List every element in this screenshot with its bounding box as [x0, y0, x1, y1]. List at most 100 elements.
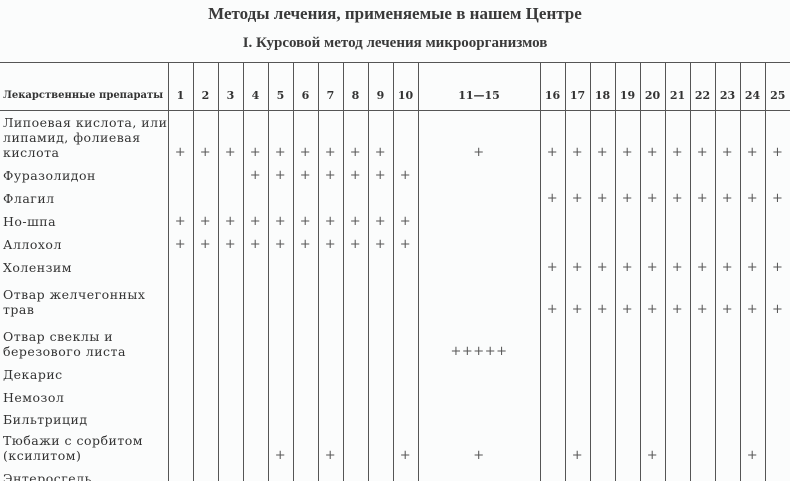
mark-cell [639, 385, 665, 409]
mark-cell: + [614, 255, 640, 279]
header-day: 2 [192, 62, 218, 111]
mark-cell [714, 209, 740, 233]
mark-cell: + [614, 278, 640, 321]
mark-cell [614, 209, 640, 233]
mark-cell [242, 430, 268, 467]
mark-cell [639, 163, 665, 187]
section-title: I. Курсовой метод лечения микроорганизмо… [242, 35, 548, 51]
table-row: Бильтрицид [0, 408, 790, 431]
mark-cell [367, 362, 393, 386]
drug-name: Липоевая кислота, или липамид, фолиевая … [3, 114, 168, 160]
mark-cell [267, 466, 293, 481]
drug-name: Энтеросгель [3, 470, 92, 481]
mark-cell: + [564, 110, 590, 164]
mark-cell: + [689, 255, 715, 279]
header-day: 23 [714, 62, 740, 111]
table-row: Аллохол + + + + + + + + + + [0, 232, 790, 256]
mark-cell: + [317, 430, 343, 467]
mark-cell [689, 466, 715, 481]
header-day: 25 [764, 62, 790, 111]
mark-cell: + [217, 110, 243, 164]
header-day: 22 [689, 62, 715, 111]
header-day: 5 [267, 62, 293, 111]
mark-cell [714, 466, 740, 481]
drug-name: Бильтрицид [3, 411, 88, 427]
mark-cell: + [589, 278, 615, 321]
mark-cell: + [342, 163, 368, 187]
mark-cell [167, 278, 193, 321]
mark-cell: + [539, 255, 565, 279]
mark-cell [417, 209, 540, 233]
mark-cell [417, 186, 540, 210]
table-row: Холензим + + + + + + + + + + [0, 255, 790, 279]
mark-cell [367, 430, 393, 467]
header-day: 24 [739, 62, 765, 111]
mark-cell [342, 186, 368, 210]
mark-cell [714, 430, 740, 467]
mark-cell [342, 362, 368, 386]
mark-cell: + [342, 110, 368, 164]
mark-cell [192, 466, 218, 481]
mark-cell [342, 385, 368, 409]
mark-cell [217, 430, 243, 467]
mark-cell [664, 232, 690, 256]
mark-cell [242, 362, 268, 386]
mark-cell [192, 408, 218, 431]
mark-cell [589, 408, 615, 431]
table-row: Тюбажи с сорбитом (ксилитом) + + + + + + + [0, 430, 790, 467]
mark-cell [564, 232, 590, 256]
mark-cell [614, 232, 640, 256]
mark-cell: + [639, 186, 665, 210]
mark-cell [317, 186, 343, 210]
mark-cell [192, 278, 218, 321]
mark-cell [689, 320, 715, 363]
header-day: 20 [639, 62, 665, 111]
mark-cell [764, 466, 790, 481]
mark-cell: + [639, 255, 665, 279]
mark-cell: + [292, 232, 318, 256]
mark-cell [367, 408, 393, 431]
mark-cell [417, 385, 540, 409]
mark-cell [564, 163, 590, 187]
table-row: Немозол [0, 385, 790, 409]
mark-cell: + [589, 110, 615, 164]
mark-cell: + [764, 186, 790, 210]
table-row: Отвар желчегонных трав + + + + + + + + + + [0, 278, 790, 321]
header-day: 18 [589, 62, 615, 111]
mark-cell [664, 408, 690, 431]
mark-cell: + [292, 163, 318, 187]
table-row: Декарис [0, 362, 790, 386]
mark-cell [539, 209, 565, 233]
mark-cell [317, 255, 343, 279]
mark-cell [589, 320, 615, 363]
mark-cell: + [317, 163, 343, 187]
mark-cell [342, 430, 368, 467]
mark-cell: + [242, 110, 268, 164]
mark-cell [292, 466, 318, 481]
mark-cell [167, 163, 193, 187]
mark-cell [639, 232, 665, 256]
mark-cell [714, 163, 740, 187]
mark-cell: + [764, 255, 790, 279]
mark-cell [564, 209, 590, 233]
mark-cell [242, 408, 268, 431]
mark-cell [167, 255, 193, 279]
mark-cell: + [317, 209, 343, 233]
mark-cell: + [192, 209, 218, 233]
mark-cell [242, 385, 268, 409]
mark-cell: + [267, 209, 293, 233]
mark-cell [564, 320, 590, 363]
mark-cell: + [167, 209, 193, 233]
mark-cell [292, 408, 318, 431]
mark-cell [739, 466, 765, 481]
mark-cell [242, 320, 268, 363]
mark-cell [539, 163, 565, 187]
mark-cell: + [367, 232, 393, 256]
mark-cell [417, 362, 540, 386]
mark-cell: + [739, 186, 765, 210]
header-day: 9 [367, 62, 393, 111]
mark-cell: + [739, 255, 765, 279]
mark-cell: + [614, 186, 640, 210]
mark-cell: + [192, 110, 218, 164]
